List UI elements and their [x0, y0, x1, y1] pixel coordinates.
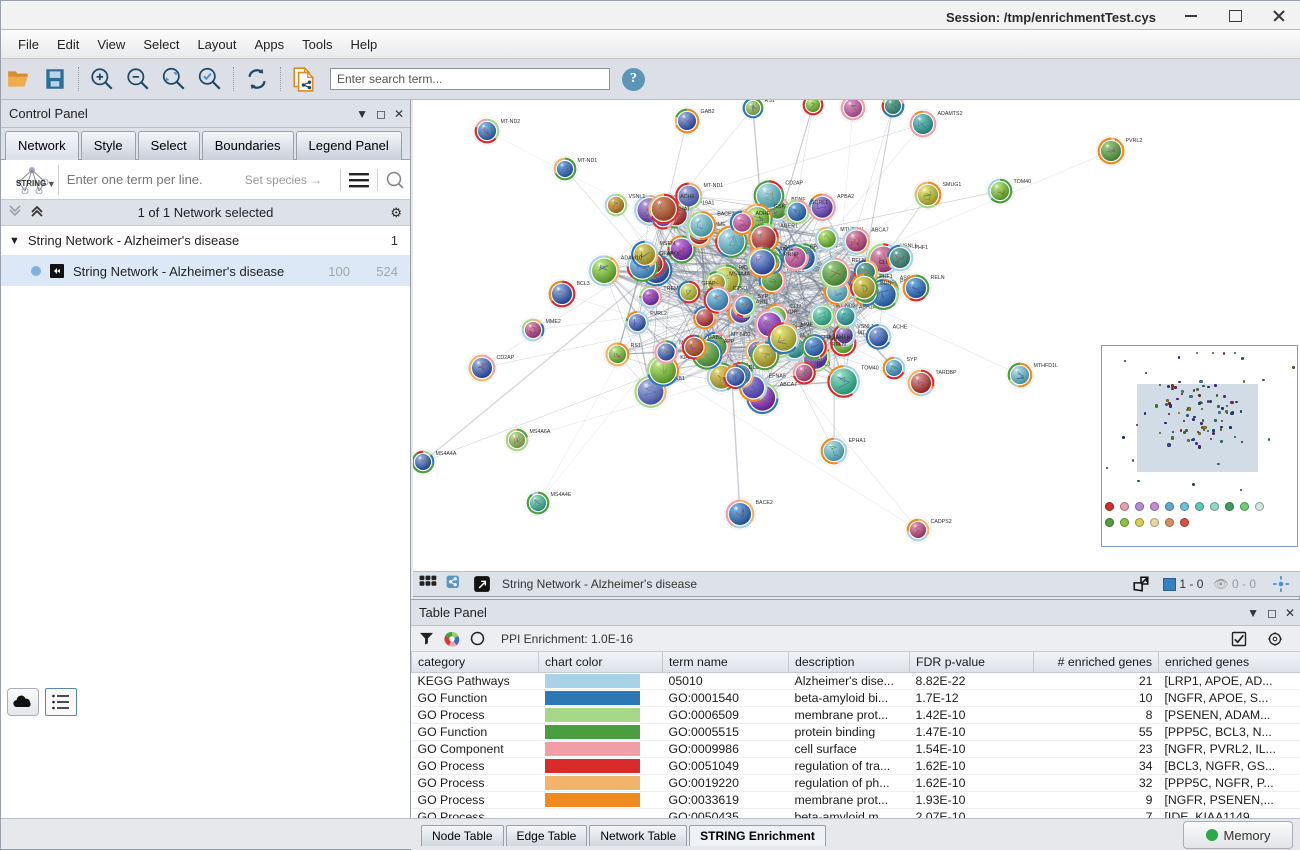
svg-text:VSNL1: VSNL1 — [629, 194, 646, 200]
svg-text:RELN: RELN — [931, 275, 945, 281]
svg-text:RS1: RS1 — [765, 100, 775, 104]
svg-text:CD2AP: CD2AP — [785, 181, 803, 187]
svg-text:ADAMTS2: ADAMTS2 — [828, 334, 853, 340]
svg-text:PVRL2: PVRL2 — [1126, 138, 1143, 144]
svg-text:ABCA7: ABCA7 — [780, 382, 797, 388]
svg-text:ACHE: ACHE — [906, 100, 921, 101]
svg-text:VDRL: VDRL — [786, 310, 800, 316]
svg-text:SYP: SYP — [907, 357, 918, 363]
svg-text:ADAM10: ADAM10 — [621, 256, 642, 262]
svg-text:APBA2: APBA2 — [837, 194, 854, 200]
svg-text:ACHE: ACHE — [680, 194, 695, 200]
svg-text:TOM40: TOM40 — [1014, 179, 1032, 185]
svg-text:ABCA1: ABCA1 — [825, 100, 842, 101]
svg-text:PHF1: PHF1 — [879, 274, 893, 280]
svg-text:ADAMTS2: ADAMTS2 — [938, 111, 963, 117]
svg-text:SMUG1: SMUG1 — [943, 182, 962, 188]
svg-text:GFAP: GFAP — [659, 251, 674, 257]
svg-text:GAB2: GAB2 — [701, 109, 715, 115]
svg-text:RELN: RELN — [832, 342, 846, 348]
svg-text:BCL3: BCL3 — [577, 281, 590, 287]
svg-text:RELN: RELN — [852, 258, 866, 264]
svg-text:CD2AP: CD2AP — [497, 355, 515, 361]
svg-text:MTHFD1L: MTHFD1L — [1034, 363, 1058, 369]
svg-text:BCL3: BCL3 — [817, 362, 830, 368]
svg-text:TOM40: TOM40 — [861, 366, 879, 372]
svg-text:MT-ND2: MT-ND2 — [501, 119, 521, 125]
svg-text:MSEN: MSEN — [660, 241, 675, 247]
svg-text:BACE2: BACE2 — [756, 500, 773, 506]
svg-text:MS4A4A: MS4A4A — [436, 451, 457, 457]
svg-text:BDNF: BDNF — [880, 280, 895, 286]
svg-text:MS4A4E: MS4A4E — [551, 492, 572, 498]
svg-text:EFNA5: EFNA5 — [769, 374, 786, 380]
svg-text:APOE: APOE — [779, 247, 794, 253]
svg-text:MT-ND1: MT-ND1 — [578, 158, 598, 164]
svg-text:SORL1: SORL1 — [811, 200, 828, 206]
svg-text:GFAP: GFAP — [701, 281, 716, 287]
svg-text:PHF1: PHF1 — [915, 245, 929, 251]
svg-text:ADHE: ADHE — [756, 211, 771, 217]
svg-text:TARDBP: TARDBP — [936, 370, 958, 376]
svg-text:RS1: RS1 — [631, 343, 641, 349]
svg-text:AGER1: AGER1 — [780, 223, 798, 229]
svg-text:MS4A4A: MS4A4A — [729, 272, 750, 278]
svg-text:EPHA1: EPHA1 — [849, 438, 866, 444]
svg-text:MT-ND2: MT-ND2 — [731, 332, 751, 338]
svg-text:MS4A6A: MS4A6A — [530, 429, 551, 435]
svg-text:APP: APP — [724, 339, 735, 345]
svg-text:CHAT: CHAT — [867, 100, 882, 102]
svg-text:ABCA7: ABCA7 — [871, 228, 888, 234]
svg-text:GAB2: GAB2 — [708, 335, 722, 341]
svg-text:MME: MME — [801, 323, 814, 329]
svg-text:CTSD: CTSD — [733, 286, 748, 292]
svg-text:STRING: STRING — [16, 179, 46, 188]
svg-text:CADPS2: CADPS2 — [931, 519, 952, 525]
svg-text:ACHE: ACHE — [893, 324, 908, 330]
svg-text:MME2: MME2 — [546, 319, 561, 325]
svg-text:AB11: AB11 — [756, 300, 769, 306]
svg-text:PVRL2: PVRL2 — [650, 311, 667, 317]
svg-text:MT-ND1: MT-ND1 — [704, 183, 724, 189]
svg-text:SYP: SYP — [758, 294, 769, 300]
